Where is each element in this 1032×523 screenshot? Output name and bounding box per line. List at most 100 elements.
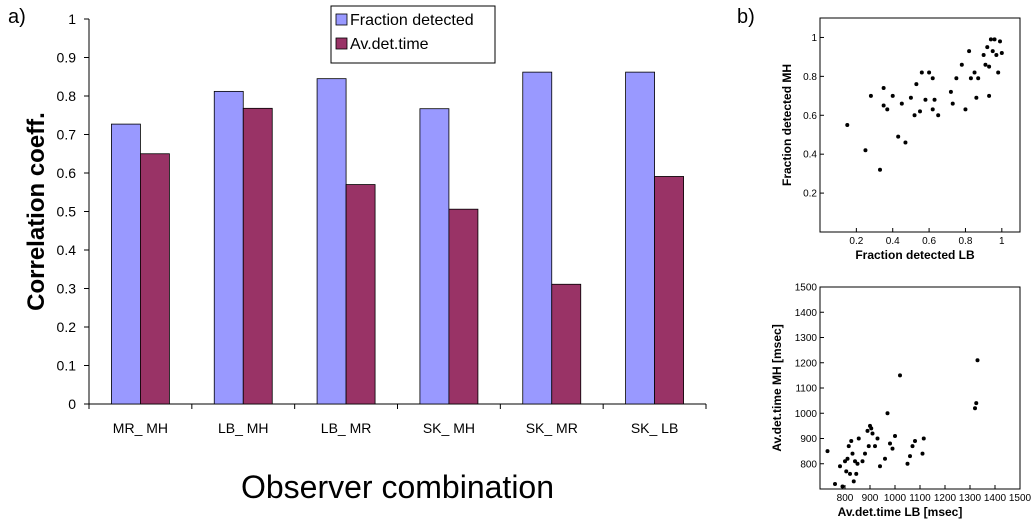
bar-av-det-time [654,176,684,405]
data-point [996,70,1001,75]
data-point [987,93,992,98]
y-tick-label: 0.4 [803,150,817,161]
data-point [973,406,977,411]
bar-av-det-time [242,107,273,405]
data-point [983,62,988,67]
data-point [881,86,886,91]
legend-label: Fraction detected [350,12,474,29]
data-point [885,107,890,112]
y-tick-label: 1400 [795,308,818,319]
data-point [903,140,908,145]
y-tick-label: 1 [68,11,76,27]
data-point [930,76,935,81]
scatter-av-det-time: 800 900 1000 1100 1200 1300 1400 15008009001000… [770,283,1032,520]
panel-label-a: a) [8,6,26,28]
data-point [927,70,932,75]
y-tick-label: 1000 [795,409,818,420]
y-tick-label: 900 [800,434,817,445]
y-tick-label: 0.7 [57,127,77,143]
data-point [873,444,877,449]
plot-area [89,19,706,404]
data-point [825,449,830,454]
y-tick-label: 1500 [795,283,818,294]
data-point [843,459,847,464]
data-point [923,97,928,102]
data-point [921,436,926,441]
data-point [866,444,871,449]
data-point [905,461,910,466]
bar-chart: 0 0.1 0.2 0.3 0.4 0.5 0.6 0.7 0.8 0.9 1 MR_ MH LB_ M… [23,5,707,505]
data-point [885,411,890,416]
x-tick-label: 0.4 [886,236,900,247]
y-tick-label: 1100 [795,384,817,395]
data-point [948,89,953,94]
x-tick-label: LB_ MR [321,420,372,436]
legend-label: Av.det.time [350,36,429,53]
data-point [863,148,868,153]
data-point [981,52,986,57]
y-tick-label: 0 [68,396,76,412]
data-point [912,113,917,118]
data-point [851,479,856,484]
x-tick-label: 1 [999,236,1005,247]
data-point [932,97,937,102]
data-point [878,464,882,469]
data-point [987,64,992,69]
data-point [908,454,912,459]
x-axis-title: Fraction detected LB [855,248,975,262]
x-tick-label: 1200 [934,493,957,504]
data-point [870,431,875,436]
data-point [930,107,935,112]
data-point [910,444,915,449]
data-point [918,109,922,114]
data-point [856,436,861,441]
bar-fraction-detected [522,71,553,405]
data-point [972,70,977,75]
data-point [913,439,917,444]
bar-fraction-detected [316,78,347,405]
data-point [855,461,860,466]
y-tick-label: 0.2 [57,319,77,335]
bar-fraction-detected [213,90,244,405]
x-tick-label: 1400 [984,493,1007,504]
x-tick-label: 800 [837,493,854,504]
data-point [994,52,999,57]
data-point [988,37,993,42]
data-point [914,82,919,87]
x-tick-label: 900 [862,493,879,504]
bar-fraction-detected [419,108,450,405]
y-tick-label: 0.8 [57,88,77,104]
y-tick-label: 0.6 [803,111,817,122]
y-tick-label: 1 [811,33,817,44]
data-point [848,471,852,476]
data-point [833,481,837,486]
data-point [881,103,886,108]
data-point [840,484,845,489]
data-point [968,76,973,81]
bar-av-det-time [551,283,582,405]
y-tick-label: 1200 [795,358,818,369]
x-tick-label: 0.2 [849,236,863,247]
bar-av-det-time [140,153,170,405]
data-point [985,45,990,50]
data-point [893,433,897,438]
data-point [974,95,979,100]
legend-box [330,5,496,64]
legend-swatch [335,13,348,26]
data-point [845,123,850,127]
data-point [967,49,972,54]
data-point [936,113,941,118]
x-axis-title: Av.det.time LB [msec] [838,505,963,519]
data-point [838,464,842,469]
y-axis-title: Fraction detected MH [780,64,794,186]
y-axis-title: Av.det.time MH [msec] [770,324,784,451]
x-tick-label: SK_ LB [631,420,678,436]
y-tick-label: 1300 [795,333,818,344]
data-point [860,459,865,464]
data-point [890,93,895,98]
data-point [992,37,997,42]
legend-swatch [335,37,348,50]
data-point [896,134,901,139]
x-tick-label: MR_ MH [113,420,168,436]
